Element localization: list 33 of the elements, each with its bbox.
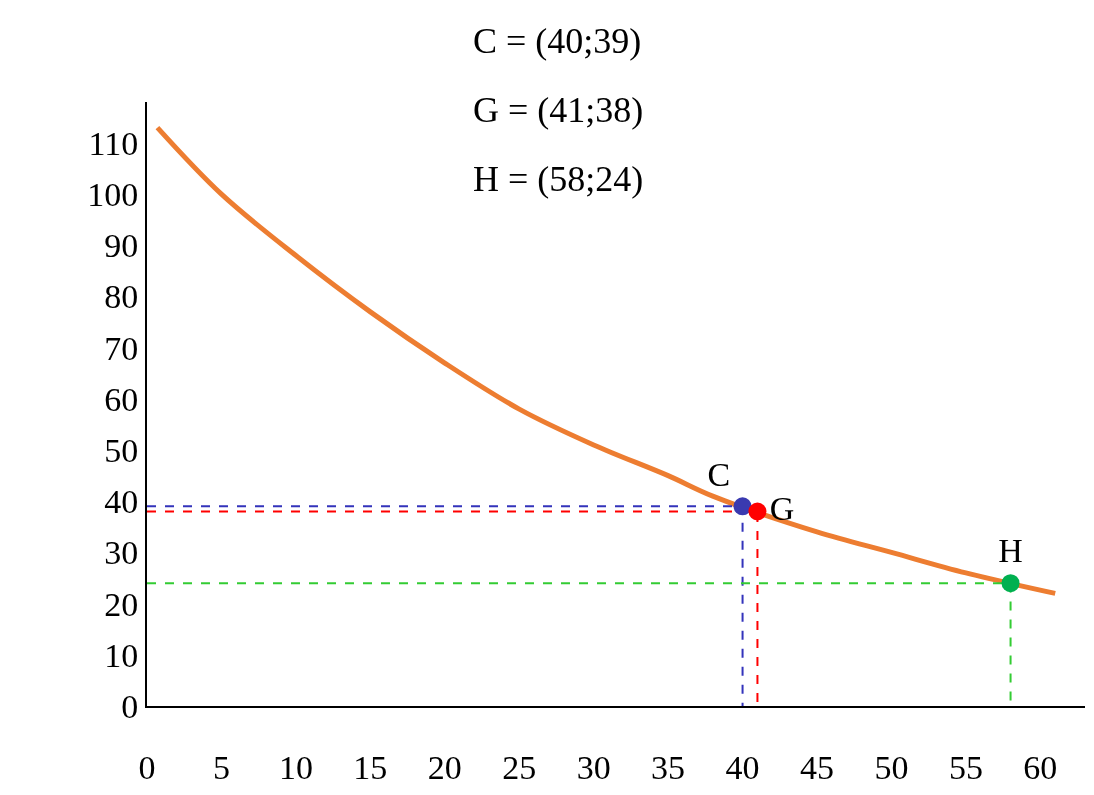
point [733,497,752,516]
y-tick-label: 60 [104,380,139,418]
point [748,502,767,521]
x-tick-label: 10 [278,748,313,786]
x-tick-label: 40 [725,748,760,786]
y-tick-label: 20 [104,585,139,623]
x-tick-label: 45 [800,748,834,786]
y-tick-label: 30 [104,534,139,572]
x-tick-label: 60 [1023,748,1058,786]
y-tick-label: 50 [104,431,139,469]
x-tick-label: 30 [576,748,611,786]
x-tick-label: 5 [212,748,230,786]
annotation: H = (58;24) [473,159,644,199]
point [1001,574,1020,593]
y-tick-label: 80 [104,278,139,316]
y-tick-label: 0 [121,687,139,725]
y-tick-label: 100 [87,176,139,214]
x-tick-label: 35 [651,748,686,786]
series-label: H [998,532,1023,570]
text: C = (40;39) [473,21,642,61]
x-tick-label: 25 [502,748,537,786]
x-tick-label: 20 [427,748,462,786]
series-label: G [769,489,795,527]
y-tick-label: 70 [104,329,139,367]
annotation: G = (41;38) [473,90,644,130]
y-tick-label: 90 [104,227,139,265]
y-tick-label: 110 [88,124,139,162]
x-tick-label: 50 [874,748,909,786]
x-tick-label: 15 [353,748,388,786]
y-tick-label: 40 [104,483,139,521]
x-tick-label: 55 [948,748,983,786]
series-label: C [707,455,731,493]
y-tick-label: 10 [104,636,139,674]
